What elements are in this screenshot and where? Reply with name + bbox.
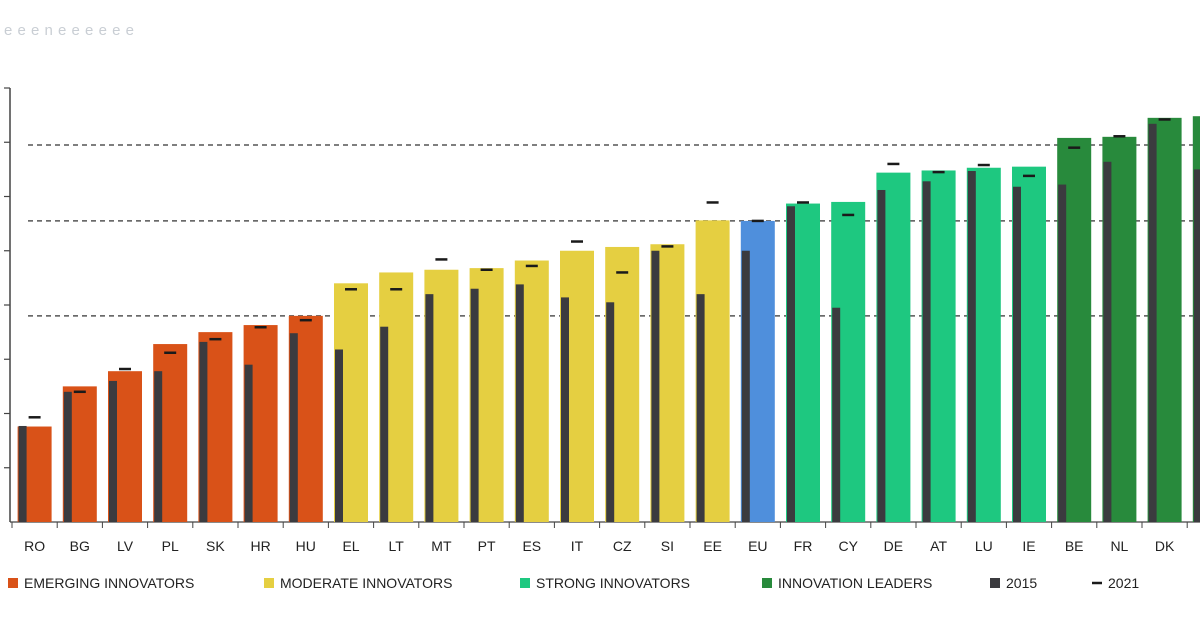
x-tick-label-eu: EU (748, 538, 767, 554)
legend-label-5: 2021 (1108, 575, 1139, 591)
inner-bar-2015-pt (470, 288, 479, 522)
legend-swatch-2 (520, 578, 530, 588)
inner-bar-2015-it (561, 297, 569, 522)
inner-bar-2015-cy (832, 307, 841, 522)
x-tick-label-lv: LV (117, 538, 134, 554)
inner-bar-2015-sk (199, 341, 208, 522)
inner-bar-2015-ie (1013, 186, 1021, 523)
inner-bar-2015-ee (696, 294, 705, 522)
inner-bar-2015-es (515, 284, 524, 522)
x-tick-label-es: ES (522, 538, 541, 554)
legend-label-0: EMERGING INNOVATORS (24, 575, 194, 591)
x-tick-label-mt: MT (431, 538, 452, 554)
inner-bar-2015-dk (1148, 123, 1157, 523)
x-tick-label-si: SI (661, 538, 674, 554)
x-tick-label-hr: HR (250, 538, 270, 554)
x-tick-labels-layer: RO BG LV PL SK HR HU EL LT MT PT ES IT CZ SI EE EU FR CY DE… (24, 538, 1175, 554)
x-tick-label-be: BE (1065, 538, 1084, 554)
legend-label-1: MODERATE INNOVATORS (280, 575, 452, 591)
legend-swatch-1 (264, 578, 274, 588)
x-tick-label-lu: LU (975, 538, 993, 554)
legend: EMERGING INNOVATORS MODERATE INNOVATORS ST… (8, 575, 1139, 591)
legend-label-2: STRONG INNOVATORS (536, 575, 690, 591)
x-tick-label-pt: PT (478, 538, 496, 554)
x-tick-label-nl: NL (1110, 538, 1128, 554)
inner-bar-2015-si (651, 250, 660, 522)
x-tick-label-hu: HU (296, 538, 316, 554)
x-tick-label-ie: IE (1022, 538, 1035, 554)
x-tick-label-dk: DK (1155, 538, 1175, 554)
inner-bar-2015-be (1058, 184, 1067, 522)
x-tick-label-pl: PL (162, 538, 179, 554)
inner-bar-2015-fr (787, 206, 795, 522)
inner-bar-2015-lt (380, 326, 389, 522)
inner-bar-2015-fi (1193, 169, 1200, 522)
x-tick-label-at: AT (930, 538, 947, 554)
x-tick-label-el: EL (342, 538, 359, 554)
inner-bar-2015-el (335, 349, 343, 522)
x-tick-label-cy: CY (838, 538, 858, 554)
inner-bar-2015-hu (289, 333, 298, 522)
x-tick-label-it: IT (571, 538, 584, 554)
x-tick-label-cz: CZ (613, 538, 632, 554)
x-tick-label-bg: BG (70, 538, 90, 554)
inner-bar-2015-nl (1103, 161, 1112, 522)
x-tick-label-fr: FR (794, 538, 813, 554)
inner-bar-2015-cz (606, 302, 615, 522)
inner-bar-2015-mt (425, 294, 434, 522)
inner-bar-2015-eu (741, 250, 750, 522)
bars-layer (17, 116, 1200, 523)
x-tick-label-ro: RO (24, 538, 45, 554)
inner-bar-2015-pl (154, 371, 163, 522)
x-tick-label-lt: LT (389, 538, 405, 554)
inner-bar-2015-de (877, 189, 886, 523)
x-tick-label-ee: EE (703, 538, 722, 554)
chart-title-fragment: e e e n e e e e e e (4, 22, 135, 39)
legend-swatch-0 (8, 578, 18, 588)
legend-swatch-3 (762, 578, 772, 588)
inner-bar-2015-lv (109, 380, 117, 522)
x-tick-label-sk: SK (206, 538, 225, 554)
legend-label-4: 2015 (1006, 575, 1037, 591)
legend-swatch-4 (990, 578, 1000, 588)
inner-bar-2015-hr (244, 364, 253, 522)
x-tick-label-de: DE (884, 538, 903, 554)
inner-bar-2015-ro (18, 425, 27, 522)
inner-bar-2015-lu (967, 171, 976, 522)
inner-bar-2015-bg (63, 391, 72, 522)
inner-bar-2015-at (922, 181, 931, 522)
legend-label-3: INNOVATION LEADERS (778, 575, 932, 591)
